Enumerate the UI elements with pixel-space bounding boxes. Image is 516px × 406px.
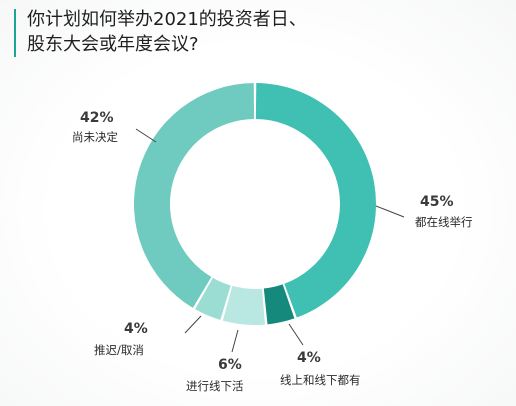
slice-pct-postponed: 4% <box>124 321 148 337</box>
slice-label-offline: 进行线下活 <box>186 379 244 393</box>
donut-slice-hybrid <box>263 284 295 325</box>
slice-pct-offline: 6% <box>218 357 242 373</box>
slice-pct-hybrid: 4% <box>297 350 321 366</box>
slice-label-undecided: 尚未决定 <box>72 130 118 144</box>
slice-label-postponed: 推迟/取消 <box>94 343 144 357</box>
donut-slice-online <box>255 83 376 318</box>
donut-slice-postponed <box>195 277 231 320</box>
donut-slice-undecided <box>134 83 255 308</box>
chart-title-line-1: 你计划如何举办2021的投资者日、 <box>27 9 307 30</box>
slice-pct-undecided: 42% <box>80 110 114 126</box>
leader-line-online <box>375 205 405 218</box>
chart-title: 你计划如何举办2021的投资者日、 股东大会或年度会议? <box>27 7 447 57</box>
leader-line-postponed <box>184 315 202 334</box>
slice-pct-online: 45% <box>420 194 454 210</box>
slice-label-online: 都在线举行 <box>415 215 473 229</box>
donut-slice-offline <box>222 285 266 325</box>
leader-line-offline <box>231 329 239 353</box>
donut-slices <box>134 83 376 325</box>
leader-line-hybrid <box>288 323 304 346</box>
slice-label-hybrid: 线上和线下都有 <box>280 373 361 387</box>
chart-title-line-2: 股东大会或年度会议? <box>27 34 199 55</box>
title-accent-bar <box>14 9 16 57</box>
leader-line-undecided <box>135 128 157 143</box>
